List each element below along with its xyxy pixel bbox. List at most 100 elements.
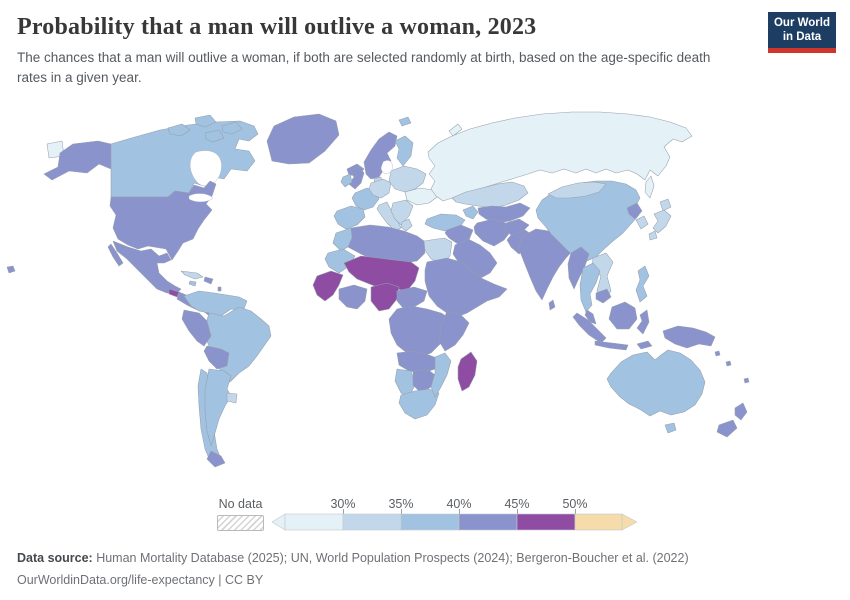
region-eastern-europe[interactable]	[388, 165, 427, 193]
region-hispaniola[interactable]	[203, 276, 214, 285]
region-ukraine[interactable]	[404, 187, 438, 206]
region-myanmar[interactable]	[567, 246, 590, 290]
region-novaya-zemlya[interactable]	[448, 123, 463, 137]
legend-no-data-swatch[interactable]	[217, 515, 264, 531]
baltic-sea	[380, 160, 393, 174]
footer: Data source: Human Mortality Database (2…	[17, 547, 689, 592]
legend-arrow-left[interactable]	[271, 513, 286, 531]
legend-tick-mark	[517, 509, 518, 515]
region-senegal-guinea[interactable]	[312, 270, 344, 302]
region-malaysia[interactable]	[584, 309, 597, 325]
page-subtitle: The chances that a man will outlive a wo…	[17, 50, 711, 85]
region-sudan-horn[interactable]	[424, 257, 508, 318]
region-pacific-islands[interactable]	[743, 377, 750, 384]
region-iberia[interactable]	[333, 205, 366, 230]
logo-line2: in Data	[782, 31, 822, 43]
region-australia[interactable]	[606, 349, 706, 417]
region-sa-tip[interactable]	[206, 450, 226, 468]
region-algeria-libya[interactable]	[347, 224, 426, 267]
region-pacific-islands[interactable]	[725, 360, 732, 367]
region-thailand[interactable]	[579, 262, 601, 313]
region-cameroon-car[interactable]	[396, 286, 428, 310]
world-choropleth-map	[6, 111, 750, 468]
region-cambodia[interactable]	[595, 288, 612, 304]
region-south-africa[interactable]	[398, 388, 440, 420]
legend-bin-40-45[interactable]	[458, 513, 518, 531]
page-title: Probability that a man will outlive a wo…	[17, 14, 537, 40]
region-uk[interactable]	[348, 165, 365, 190]
region-jamaica[interactable]	[188, 280, 197, 287]
region-peru[interactable]	[181, 309, 212, 347]
region-mexico[interactable]	[112, 240, 182, 294]
region-russia[interactable]	[427, 111, 693, 202]
region-ireland[interactable]	[340, 173, 353, 188]
legend-bin-45-50[interactable]	[516, 513, 576, 531]
region-central-asia[interactable]	[477, 202, 531, 224]
region-sri-lanka[interactable]	[548, 299, 556, 311]
region-java[interactable]	[594, 340, 629, 351]
region-arctic-islands[interactable]	[194, 114, 217, 128]
region-arctic-islands[interactable]	[167, 123, 191, 137]
legend-tick-50: 50%	[562, 497, 588, 511]
region-baja[interactable]	[107, 243, 124, 267]
region-philippines[interactable]	[635, 265, 650, 303]
region-iran[interactable]	[473, 218, 512, 247]
region-svalbard[interactable]	[398, 116, 412, 127]
region-madagascar[interactable]	[457, 351, 478, 392]
region-east-africa[interactable]	[438, 310, 470, 352]
region-new-guinea[interactable]	[662, 325, 716, 349]
region-antilles[interactable]	[217, 286, 222, 292]
region-central-africa[interactable]	[388, 305, 452, 358]
legend-bin-over-50[interactable]	[574, 513, 623, 531]
legend-tick-30: 30%	[330, 497, 356, 511]
region-greece[interactable]	[400, 218, 413, 232]
region-japan[interactable]	[648, 230, 658, 241]
legend-bin-35-40[interactable]	[400, 513, 460, 531]
region-cuba[interactable]	[180, 270, 204, 280]
region-sakhalin[interactable]	[644, 175, 655, 199]
region-sulawesi[interactable]	[636, 309, 650, 335]
region-uruguay[interactable]	[226, 392, 238, 404]
region-bolivia[interactable]	[203, 345, 230, 370]
owid-logo[interactable]: Our World in Data	[768, 12, 836, 53]
region-arabia[interactable]	[452, 238, 498, 280]
legend-tick-mark	[401, 509, 402, 515]
region-germany-central[interactable]	[368, 178, 392, 199]
legend-no-data-label: No data	[218, 497, 263, 511]
owid-link[interactable]: OurWorldinData.org/life-expectancy | CC …	[17, 573, 264, 588]
legend-bin-under-30[interactable]	[284, 513, 344, 531]
region-japan[interactable]	[652, 209, 672, 234]
region-arctic-islands[interactable]	[221, 121, 243, 135]
data-source-text: Human Mortality Database (2025); UN, Wor…	[92, 551, 689, 565]
region-new-zealand[interactable]	[716, 419, 738, 438]
region-arctic-islands[interactable]	[204, 129, 225, 143]
region-tasmania[interactable]	[664, 422, 677, 434]
legend-tick-mark	[343, 509, 344, 515]
legend-tick-45: 45%	[504, 497, 530, 511]
region-caucasus[interactable]	[462, 205, 479, 220]
region-scandinavia[interactable]	[363, 131, 398, 180]
region-borneo[interactable]	[608, 301, 638, 330]
region-south-korea[interactable]	[635, 215, 649, 230]
region-new-zealand[interactable]	[734, 402, 748, 421]
region-argentina[interactable]	[204, 368, 232, 447]
region-north-korea[interactable]	[626, 202, 643, 220]
legend-tick-35: 35%	[388, 497, 414, 511]
region-japan[interactable]	[659, 198, 672, 212]
region-kazakhstan[interactable]	[451, 181, 529, 209]
region-pacific-islands[interactable]	[714, 350, 721, 357]
region-mozambique[interactable]	[430, 352, 452, 398]
legend-bin-30-35[interactable]	[342, 513, 402, 531]
region-usa[interactable]	[109, 180, 217, 261]
legend-arrow-right[interactable]	[621, 513, 638, 531]
region-hawaii[interactable]	[6, 265, 16, 274]
region-timor[interactable]	[636, 340, 653, 350]
region-finland[interactable]	[394, 135, 414, 167]
legend-tick-mark	[459, 509, 460, 515]
region-nigeria[interactable]	[370, 282, 400, 312]
region-greenland[interactable]	[266, 113, 340, 165]
region-mongolia[interactable]	[547, 181, 607, 199]
region-guatemala[interactable]	[168, 288, 180, 298]
region-ghana-ivory[interactable]	[338, 284, 368, 310]
